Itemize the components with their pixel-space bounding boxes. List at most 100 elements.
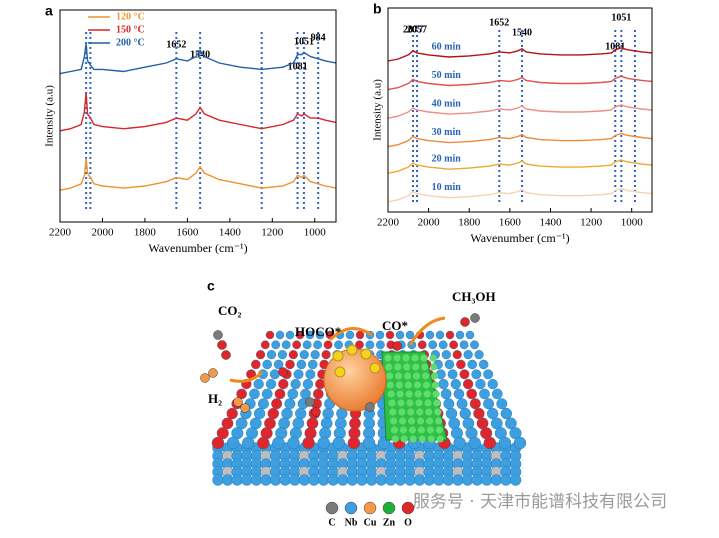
substrate-atom	[385, 474, 397, 486]
surface-atom	[498, 436, 512, 450]
zn-atom	[431, 381, 439, 389]
surface-atom	[440, 388, 452, 400]
zn-atom	[386, 372, 394, 380]
surface-atom	[267, 407, 279, 420]
zn-atom	[435, 426, 443, 434]
surface-atom	[302, 340, 312, 350]
zn-atom	[400, 435, 408, 443]
x-tick-label: 1000	[621, 217, 644, 229]
surface-atom	[272, 436, 285, 450]
surface-atom	[483, 398, 495, 410]
x-tick-label: 1800	[458, 217, 481, 229]
surface-atom	[323, 340, 333, 350]
zn-atom	[408, 417, 416, 425]
surface-atom	[425, 330, 435, 340]
peak-label: 1051	[611, 12, 631, 23]
series-label: 10 min	[432, 182, 462, 193]
species-label: CO*	[382, 318, 408, 333]
surface-atom	[385, 330, 395, 340]
surface-atom	[362, 436, 376, 450]
zn-atom	[386, 381, 394, 389]
surface-atom	[265, 330, 275, 340]
surface-atom	[474, 350, 484, 360]
peak-label: 1540	[512, 27, 532, 38]
substrate-atom	[221, 474, 234, 486]
surface-atom	[274, 388, 286, 400]
surface-atom	[269, 369, 280, 380]
zn-atom	[413, 372, 421, 380]
surface-atom	[266, 350, 277, 360]
electron	[334, 366, 346, 378]
zn-atom	[436, 435, 444, 443]
zn-atom	[431, 372, 439, 380]
surface-atom	[496, 398, 508, 410]
zn-atom	[418, 435, 426, 443]
zn-atom	[385, 363, 393, 371]
zn-atom	[426, 417, 434, 425]
zn-atom	[395, 372, 403, 380]
electron	[369, 362, 381, 374]
surface-atom	[355, 330, 365, 340]
surface-atom	[262, 359, 272, 370]
zn-atom	[432, 390, 440, 398]
arrow	[328, 327, 373, 342]
zn-atom	[421, 363, 429, 371]
zn-atom	[393, 354, 401, 362]
surface-atom	[466, 388, 477, 400]
zn-atom	[395, 381, 403, 389]
surface-atom	[320, 417, 333, 430]
surface-atom	[445, 330, 455, 340]
substrate-atom	[250, 474, 263, 486]
molecule-atom	[221, 350, 231, 360]
surface-atom	[255, 350, 266, 360]
zn-atom	[416, 408, 424, 416]
zn-atom	[435, 417, 443, 425]
surface-atom	[241, 436, 255, 450]
surface-atom	[471, 369, 482, 380]
panel-label: a	[45, 3, 53, 19]
atom-legend-swatch	[363, 501, 377, 515]
spectrum-line	[387, 187, 653, 203]
surface-atom	[211, 436, 225, 450]
molecule-atom	[311, 407, 321, 417]
series-label: 50 min	[432, 70, 462, 81]
surface-atom	[456, 398, 468, 410]
surface-atom	[505, 417, 517, 430]
substrate-atom	[241, 474, 253, 486]
surface-atom	[450, 378, 461, 390]
surface-atom	[444, 359, 455, 370]
zn-atom	[423, 390, 431, 398]
molecule-atom	[460, 317, 470, 327]
substrate-atom	[404, 474, 416, 486]
plot-frame	[59, 9, 337, 223]
surface-atom	[226, 407, 238, 420]
surface-atom	[287, 388, 299, 400]
surface-atom	[465, 330, 475, 340]
species-label: HOCO*	[295, 324, 341, 339]
substrate-atom	[289, 474, 301, 486]
surface-atom	[479, 388, 490, 400]
peak-label: 1081	[605, 41, 625, 52]
substrate-atom	[500, 474, 512, 486]
zn-atom	[398, 408, 406, 416]
zn-atom	[403, 363, 411, 371]
substrate-atom	[490, 474, 503, 486]
substrate-atom	[365, 474, 378, 486]
surface-atom	[441, 350, 451, 360]
surface-atom	[428, 340, 438, 350]
surface-atom	[292, 340, 302, 350]
zn-atom	[417, 417, 425, 425]
zn-atom	[405, 390, 413, 398]
surface-atom	[463, 350, 473, 360]
series-label: 60 min	[432, 41, 462, 52]
x-tick-label: 1600	[499, 217, 522, 229]
surface-atom	[221, 417, 234, 430]
zn-atom	[415, 399, 423, 407]
zn-atom	[424, 399, 432, 407]
surface-atom	[302, 378, 314, 390]
surface-atom	[290, 378, 301, 390]
surface-atom	[313, 340, 322, 350]
surface-atom	[287, 436, 300, 450]
species-label: H₂	[208, 391, 222, 406]
surface-atom	[405, 330, 415, 340]
